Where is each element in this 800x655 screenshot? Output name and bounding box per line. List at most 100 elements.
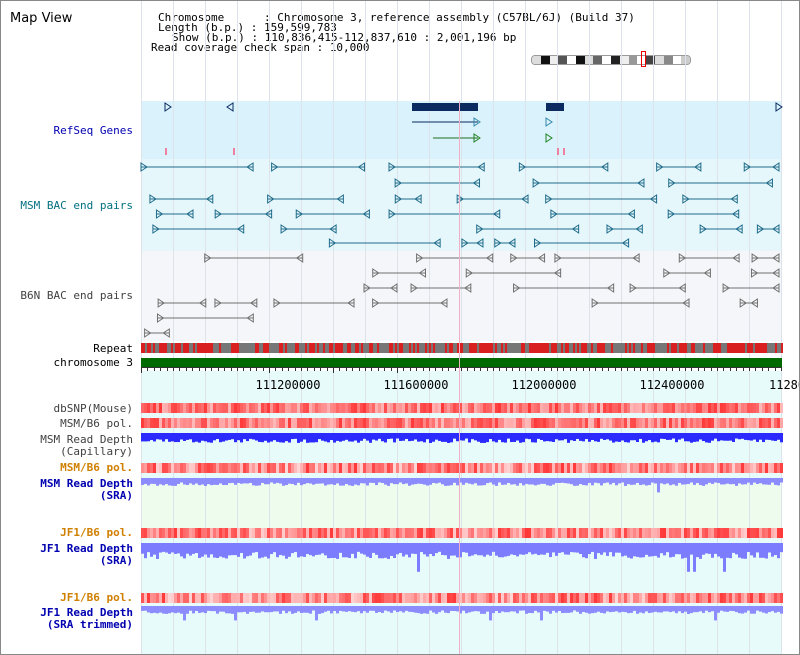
- b6n-bac-pair-tail[interactable]: [246, 313, 254, 323]
- msm-bac-pair-head[interactable]: [668, 178, 676, 188]
- b6n-bac-pair-head[interactable]: [629, 283, 637, 293]
- msm-bac-pair-tail[interactable]: [735, 224, 743, 234]
- msm-bac-pair-head[interactable]: [456, 194, 465, 204]
- b6n-bac-pair-head[interactable]: [739, 298, 748, 308]
- b6n-bac-pair-tail[interactable]: [772, 283, 780, 293]
- b6n-bac-pair-tail[interactable]: [390, 283, 398, 293]
- chromosome-bar[interactable]: [141, 358, 782, 368]
- msm-bac-pair-head[interactable]: [545, 194, 553, 204]
- b6n-bac-pair-head[interactable]: [372, 298, 380, 308]
- msm-bac-pair-head[interactable]: [394, 194, 403, 204]
- b6n-bac-pair-head[interactable]: [157, 298, 166, 308]
- msm-bac-pair-tail[interactable]: [508, 238, 516, 248]
- msm-bac-pair-head[interactable]: [532, 178, 541, 188]
- b6n-bac-pair-tail[interactable]: [606, 283, 615, 293]
- b6n-bac-pair-head[interactable]: [751, 253, 759, 263]
- msm-bac-pair-head[interactable]: [550, 209, 558, 219]
- msm-bac-pair-head[interactable]: [328, 238, 337, 248]
- msm-bac-pair-tail[interactable]: [246, 162, 254, 172]
- track-label-msm-b6-pol-2[interactable]: MSM/B6 pol.: [60, 461, 133, 474]
- b6n-bac-pair-tail[interactable]: [295, 253, 304, 263]
- msm-bac-pair-head[interactable]: [388, 162, 396, 172]
- b6n-bac-pair-tail[interactable]: [198, 298, 207, 308]
- msm-bac-pair-head[interactable]: [667, 209, 676, 219]
- b6n-bac-pair-head[interactable]: [554, 253, 562, 263]
- track-label-msm-read-depth-sra[interactable]: MSM Read Depth (SRA): [40, 477, 133, 502]
- msm-bac-pair-tail[interactable]: [637, 178, 645, 188]
- msm-bac-pair-tail[interactable]: [472, 178, 481, 188]
- b6n-bac-pair-head[interactable]: [144, 328, 152, 338]
- b6n-bac-pair-head[interactable]: [273, 298, 281, 308]
- msm-bac-pair-head[interactable]: [271, 162, 279, 172]
- msm-bac-pair-head[interactable]: [152, 224, 160, 234]
- refseq-gene-arrow[interactable]: [164, 102, 172, 112]
- track-label-msm-b6-pol-1[interactable]: MSM/B6 pol.: [60, 417, 133, 430]
- msm-bac-pair-tail[interactable]: [571, 224, 580, 234]
- msm-bac-pair-head[interactable]: [461, 238, 469, 248]
- msm-bac-pair-head[interactable]: [682, 194, 690, 204]
- b6n-bac-pair-tail[interactable]: [418, 268, 426, 278]
- refseq-gene-block[interactable]: [546, 103, 564, 111]
- b6n-bac-pair-head[interactable]: [214, 298, 222, 308]
- refseq-transcript-arrow[interactable]: [545, 117, 553, 127]
- refseq-transcript-arrow[interactable]: [473, 117, 481, 127]
- msm-bac-pair-tail[interactable]: [205, 194, 214, 204]
- msm-bac-pair-tail[interactable]: [362, 209, 370, 219]
- msm-bac-pair-tail[interactable]: [264, 209, 273, 219]
- b6n-bac-pair-head[interactable]: [678, 253, 687, 263]
- track-label-jf1-b6-pol-2[interactable]: JF1/B6 pol.: [60, 591, 133, 604]
- msm-bac-pair-head[interactable]: [280, 224, 288, 234]
- b6n-bac-pair-tail[interactable]: [682, 298, 690, 308]
- msm-bac-pair-tail[interactable]: [635, 224, 643, 234]
- msm-bac-pair-tail[interactable]: [765, 178, 773, 188]
- b6n-bac-pair-tail[interactable]: [347, 298, 355, 308]
- refseq-gene-arrow[interactable]: [775, 102, 783, 112]
- msm-bac-pair-head[interactable]: [494, 238, 502, 248]
- msm-bac-pair-tail[interactable]: [772, 162, 780, 172]
- msm-bac-pair-tail[interactable]: [329, 224, 337, 234]
- refseq-gene-arrow[interactable]: [226, 102, 234, 112]
- b6n-bac-pair-head[interactable]: [363, 283, 371, 293]
- msm-bac-pair-tail[interactable]: [492, 209, 501, 219]
- track-label-msm-bac[interactable]: MSM BAC end pairs: [20, 199, 133, 212]
- b6n-bac-pair-head[interactable]: [416, 253, 424, 263]
- msm-bac-pair-tail[interactable]: [186, 209, 194, 219]
- b6n-bac-pair-head[interactable]: [156, 313, 165, 323]
- b6n-bac-pair-tail[interactable]: [703, 268, 711, 278]
- b6n-bac-pair-head[interactable]: [513, 283, 521, 293]
- msm-bac-pair-head[interactable]: [656, 162, 664, 172]
- track-label-jf1-read-depth-sra[interactable]: JF1 Read Depth (SRA): [40, 542, 133, 567]
- msm-bac-pair-tail[interactable]: [336, 194, 344, 204]
- b6n-bac-pair-head[interactable]: [465, 268, 474, 278]
- track-label-chromosome[interactable]: chromosome 3: [53, 356, 133, 369]
- b6n-bac-pair-head[interactable]: [663, 268, 671, 278]
- msm-bac-pair-tail[interactable]: [477, 162, 485, 172]
- track-label-refseq[interactable]: RefSeq Genes: [53, 124, 133, 137]
- b6n-bac-pair-tail[interactable]: [440, 298, 448, 308]
- msm-bac-pair-tail[interactable]: [236, 224, 245, 234]
- msm-bac-pair-head[interactable]: [756, 224, 765, 234]
- track-label-msm-read-depth-capillary[interactable]: MSM Read Depth (Capillary): [40, 433, 133, 458]
- msm-bac-pair-tail[interactable]: [730, 194, 738, 204]
- msm-bac-pair-head[interactable]: [606, 224, 614, 234]
- track-label-b6n-bac[interactable]: B6N BAC end pairs: [20, 289, 133, 302]
- msm-bac-pair-tail[interactable]: [433, 238, 441, 248]
- b6n-bac-pair-tail[interactable]: [772, 268, 780, 278]
- msm-bac-pair-tail[interactable]: [649, 194, 658, 204]
- b6n-bac-pair-tail[interactable]: [632, 253, 640, 263]
- track-label-jf1-b6-pol-1[interactable]: JF1/B6 pol.: [60, 526, 133, 539]
- b6n-bac-pair-tail[interactable]: [249, 298, 258, 308]
- msm-bac-pair-head[interactable]: [699, 224, 708, 234]
- b6n-bac-pair-tail[interactable]: [162, 328, 170, 338]
- track-label-dbsnp[interactable]: dbSNP(Mouse): [53, 402, 133, 415]
- b6n-bac-pair-tail[interactable]: [678, 283, 686, 293]
- msm-bac-pair-head[interactable]: [267, 194, 275, 204]
- b6n-bac-pair-tail[interactable]: [772, 253, 780, 263]
- refseq-transcript-arrow[interactable]: [545, 133, 553, 143]
- msm-bac-pair-tail[interactable]: [621, 238, 630, 248]
- refseq-gene-block[interactable]: [412, 103, 478, 111]
- msm-bac-pair-tail[interactable]: [772, 224, 780, 234]
- msm-bac-pair-head[interactable]: [743, 162, 752, 172]
- msm-bac-pair-head[interactable]: [155, 209, 164, 219]
